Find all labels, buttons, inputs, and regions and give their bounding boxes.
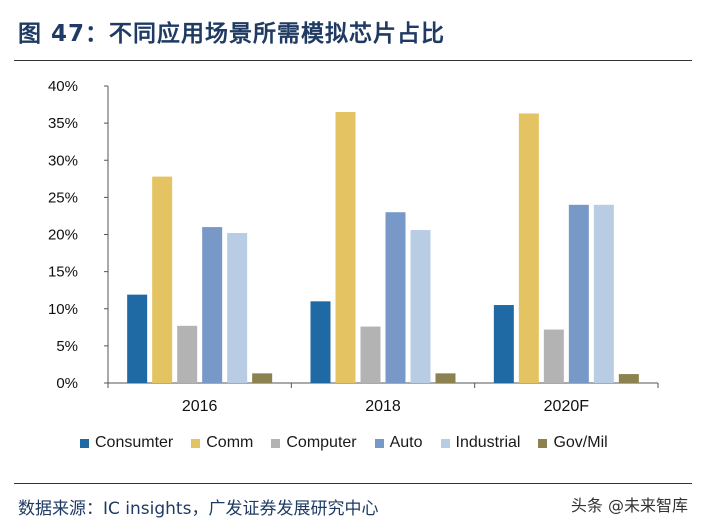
x-tick-label: 2016 xyxy=(182,398,218,415)
legend-swatch xyxy=(271,438,281,448)
legend-item: Computer xyxy=(271,434,357,452)
y-tick-label: 0% xyxy=(56,375,78,392)
y-tick-label: 35% xyxy=(48,115,78,132)
legend-item: Industrial xyxy=(440,434,521,452)
legend-item: Auto xyxy=(374,434,423,452)
x-tick-label: 2020F xyxy=(544,398,590,415)
footer-divider xyxy=(14,483,692,484)
legend-swatch xyxy=(440,438,450,448)
bar xyxy=(410,230,431,383)
legend-item: Comm xyxy=(191,434,253,452)
legend-label: Auto xyxy=(389,434,423,451)
legend-label: Computer xyxy=(286,434,357,451)
legend-swatch xyxy=(80,438,89,448)
legend-label: Gov/Mil xyxy=(553,434,608,451)
bar xyxy=(227,233,248,383)
bar xyxy=(310,301,331,383)
title-divider xyxy=(14,60,692,61)
bar xyxy=(127,294,148,383)
legend-swatch xyxy=(538,438,548,448)
source-note: 数据来源：IC insights，广发证券发展研究中心 xyxy=(18,499,379,519)
bar xyxy=(177,325,198,383)
x-tick-label: 2018 xyxy=(365,398,401,415)
y-tick-label: 25% xyxy=(48,189,78,206)
legend-label: Consumter xyxy=(95,434,174,451)
bar xyxy=(618,374,639,383)
bar xyxy=(493,305,514,383)
bar-chart: 0% 5% 10% 15% 20% 25% 30% 35% 40% 2016 2018 2020F xyxy=(48,78,659,415)
y-tick-label: 10% xyxy=(48,301,78,318)
bar xyxy=(252,373,273,383)
y-tick-label: 40% xyxy=(48,78,78,95)
bar xyxy=(152,176,173,383)
bar xyxy=(335,111,356,384)
y-tick-label: 20% xyxy=(48,227,78,244)
bar xyxy=(435,373,456,383)
y-tick-label: 15% xyxy=(48,264,78,281)
bar xyxy=(568,204,589,383)
legend-swatch xyxy=(374,438,384,448)
legend-label: Industrial xyxy=(455,434,521,451)
bar xyxy=(360,326,381,383)
y-tick-label: 5% xyxy=(56,338,78,355)
bar xyxy=(593,204,614,383)
figure-title: 图 47：不同应用场景所需模拟芯片占比 xyxy=(18,21,446,47)
legend-item: Gov/Mil xyxy=(538,434,608,452)
legend-label: Comm xyxy=(206,434,254,451)
chart-legend: Consumter Comm Computer Auto Industrial Gov/M… xyxy=(80,432,626,454)
legend-swatch xyxy=(191,438,201,448)
y-tick-label: 30% xyxy=(48,152,78,169)
legend-item: Consumter xyxy=(80,434,173,452)
watermark: 头条 @未来智库 xyxy=(570,496,688,515)
bar xyxy=(202,227,223,383)
bar xyxy=(385,212,406,383)
bar xyxy=(543,329,564,383)
bar xyxy=(518,113,539,383)
